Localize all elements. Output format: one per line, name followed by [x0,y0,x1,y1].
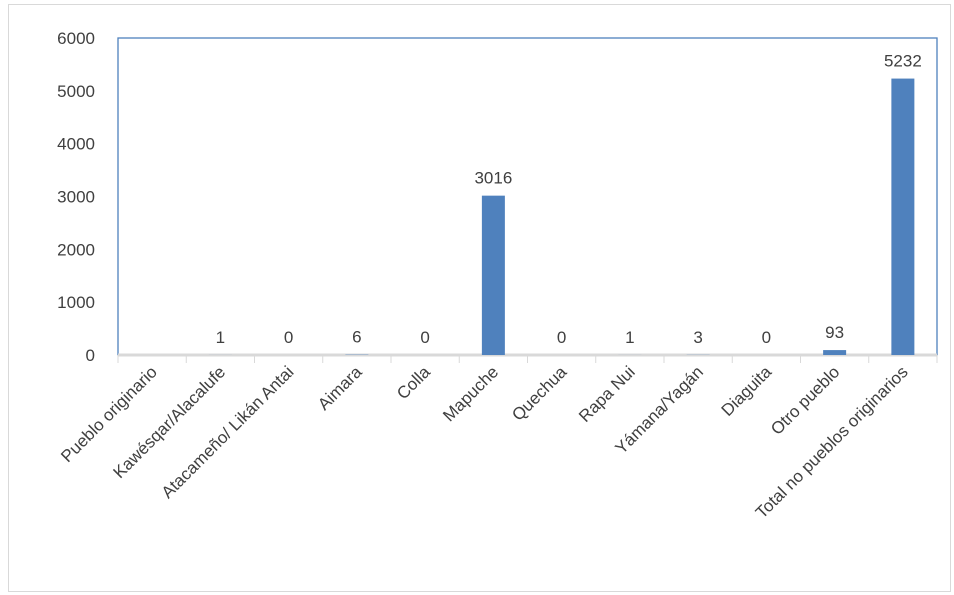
y-tick-label: 3000 [57,188,95,207]
category-label: Colla [393,362,434,403]
y-tick-label: 6000 [57,29,95,48]
bar [823,350,847,355]
data-label: 93 [825,323,844,342]
data-label: 0 [557,328,566,347]
category-label: Kawésqar/Alacalufe [110,362,230,482]
bar [481,195,505,355]
data-label: 0 [284,328,293,347]
data-label: 3 [693,328,702,347]
data-label: 6 [352,328,361,347]
category-label: Atacameño/ Likán Antai [158,362,298,502]
data-label: 1 [216,328,225,347]
category-label: Aimara [314,362,366,414]
data-label: 1 [625,328,634,347]
data-label: 0 [420,328,429,347]
data-labels: 1 0 6 0 3016 0 1 3 0 93 5232 [216,52,922,347]
chart-frame [8,4,951,592]
data-label: 5232 [884,52,922,71]
bars [208,78,915,356]
data-label: 3016 [474,169,512,188]
plot-area-border [117,37,938,356]
category-label: Quechua [508,362,571,425]
y-tick-label: 0 [86,346,95,365]
bar [891,78,915,356]
category-labels: Pueblo originarioKawésqar/AlacalufeAtaca… [57,362,911,522]
y-axis-ticks: 0 1000 2000 3000 4000 5000 6000 [57,29,95,365]
data-label: 0 [762,328,771,347]
category-axis [117,353,938,363]
category-label: Otro pueblo [767,362,843,438]
y-tick-label: 2000 [57,240,95,259]
y-tick-label: 5000 [57,82,95,101]
y-tick-label: 4000 [57,135,95,154]
category-label: Mapuche [439,362,502,425]
y-tick-label: 1000 [57,293,95,312]
category-label: Diaguita [718,362,776,420]
category-label: Rapa Nui [575,362,639,426]
